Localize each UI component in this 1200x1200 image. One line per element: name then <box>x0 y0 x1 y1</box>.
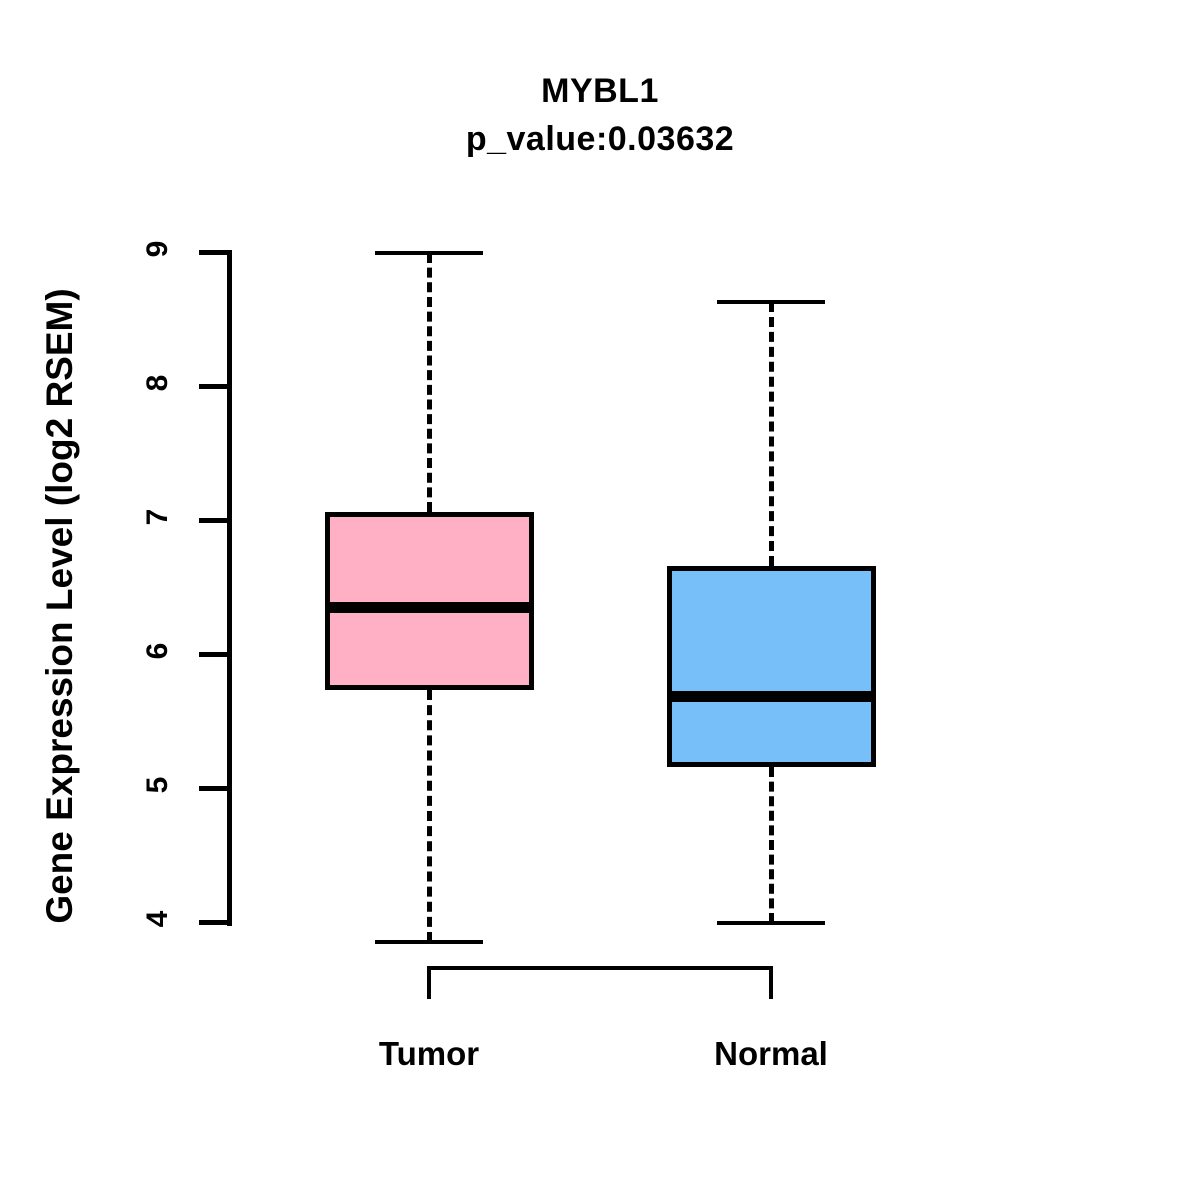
y-axis-line <box>227 250 232 926</box>
upper-whisker-cap <box>717 300 825 304</box>
y-axis-tick <box>199 920 229 925</box>
x-axis-tick-right <box>769 966 773 999</box>
box-tumor <box>325 512 534 690</box>
lower-whisker-line <box>427 690 432 942</box>
y-axis-tick-label: 8 <box>141 353 175 413</box>
y-axis-tick-label: 5 <box>141 755 175 815</box>
x-axis-label-normal: Normal <box>621 1035 921 1073</box>
y-axis-tick-label: 4 <box>141 889 175 949</box>
y-axis-tick <box>199 518 229 523</box>
median-line-normal <box>667 691 876 702</box>
median-line-tumor <box>325 602 534 613</box>
y-axis-tick <box>199 384 229 389</box>
y-axis-tick <box>199 652 229 657</box>
chart-subtitle-pvalue: p_value:0.03632 <box>0 120 1200 159</box>
y-axis-tick-label: 6 <box>141 621 175 681</box>
y-axis-tick-label: 7 <box>141 487 175 547</box>
y-axis-tick <box>199 786 229 791</box>
chart-title: MYBL1 <box>0 72 1200 111</box>
upper-whisker-cap <box>375 251 483 255</box>
upper-whisker-line <box>769 302 774 566</box>
y-axis-tick-label: 9 <box>141 219 175 279</box>
boxplot-figure: MYBL1 p_value:0.03632 Gene Expression Le… <box>0 0 1200 1200</box>
y-axis-tick <box>199 250 229 255</box>
x-axis-tick-left <box>427 966 431 999</box>
y-axis-title: Gene Expression Level (log2 RSEM) <box>39 191 81 1021</box>
lower-whisker-line <box>769 767 774 924</box>
x-axis-line <box>427 966 773 970</box>
lower-whisker-cap <box>717 921 825 925</box>
upper-whisker-line <box>427 253 432 512</box>
lower-whisker-cap <box>375 940 483 944</box>
box-normal <box>667 566 876 767</box>
x-axis-label-tumor: Tumor <box>279 1035 579 1073</box>
